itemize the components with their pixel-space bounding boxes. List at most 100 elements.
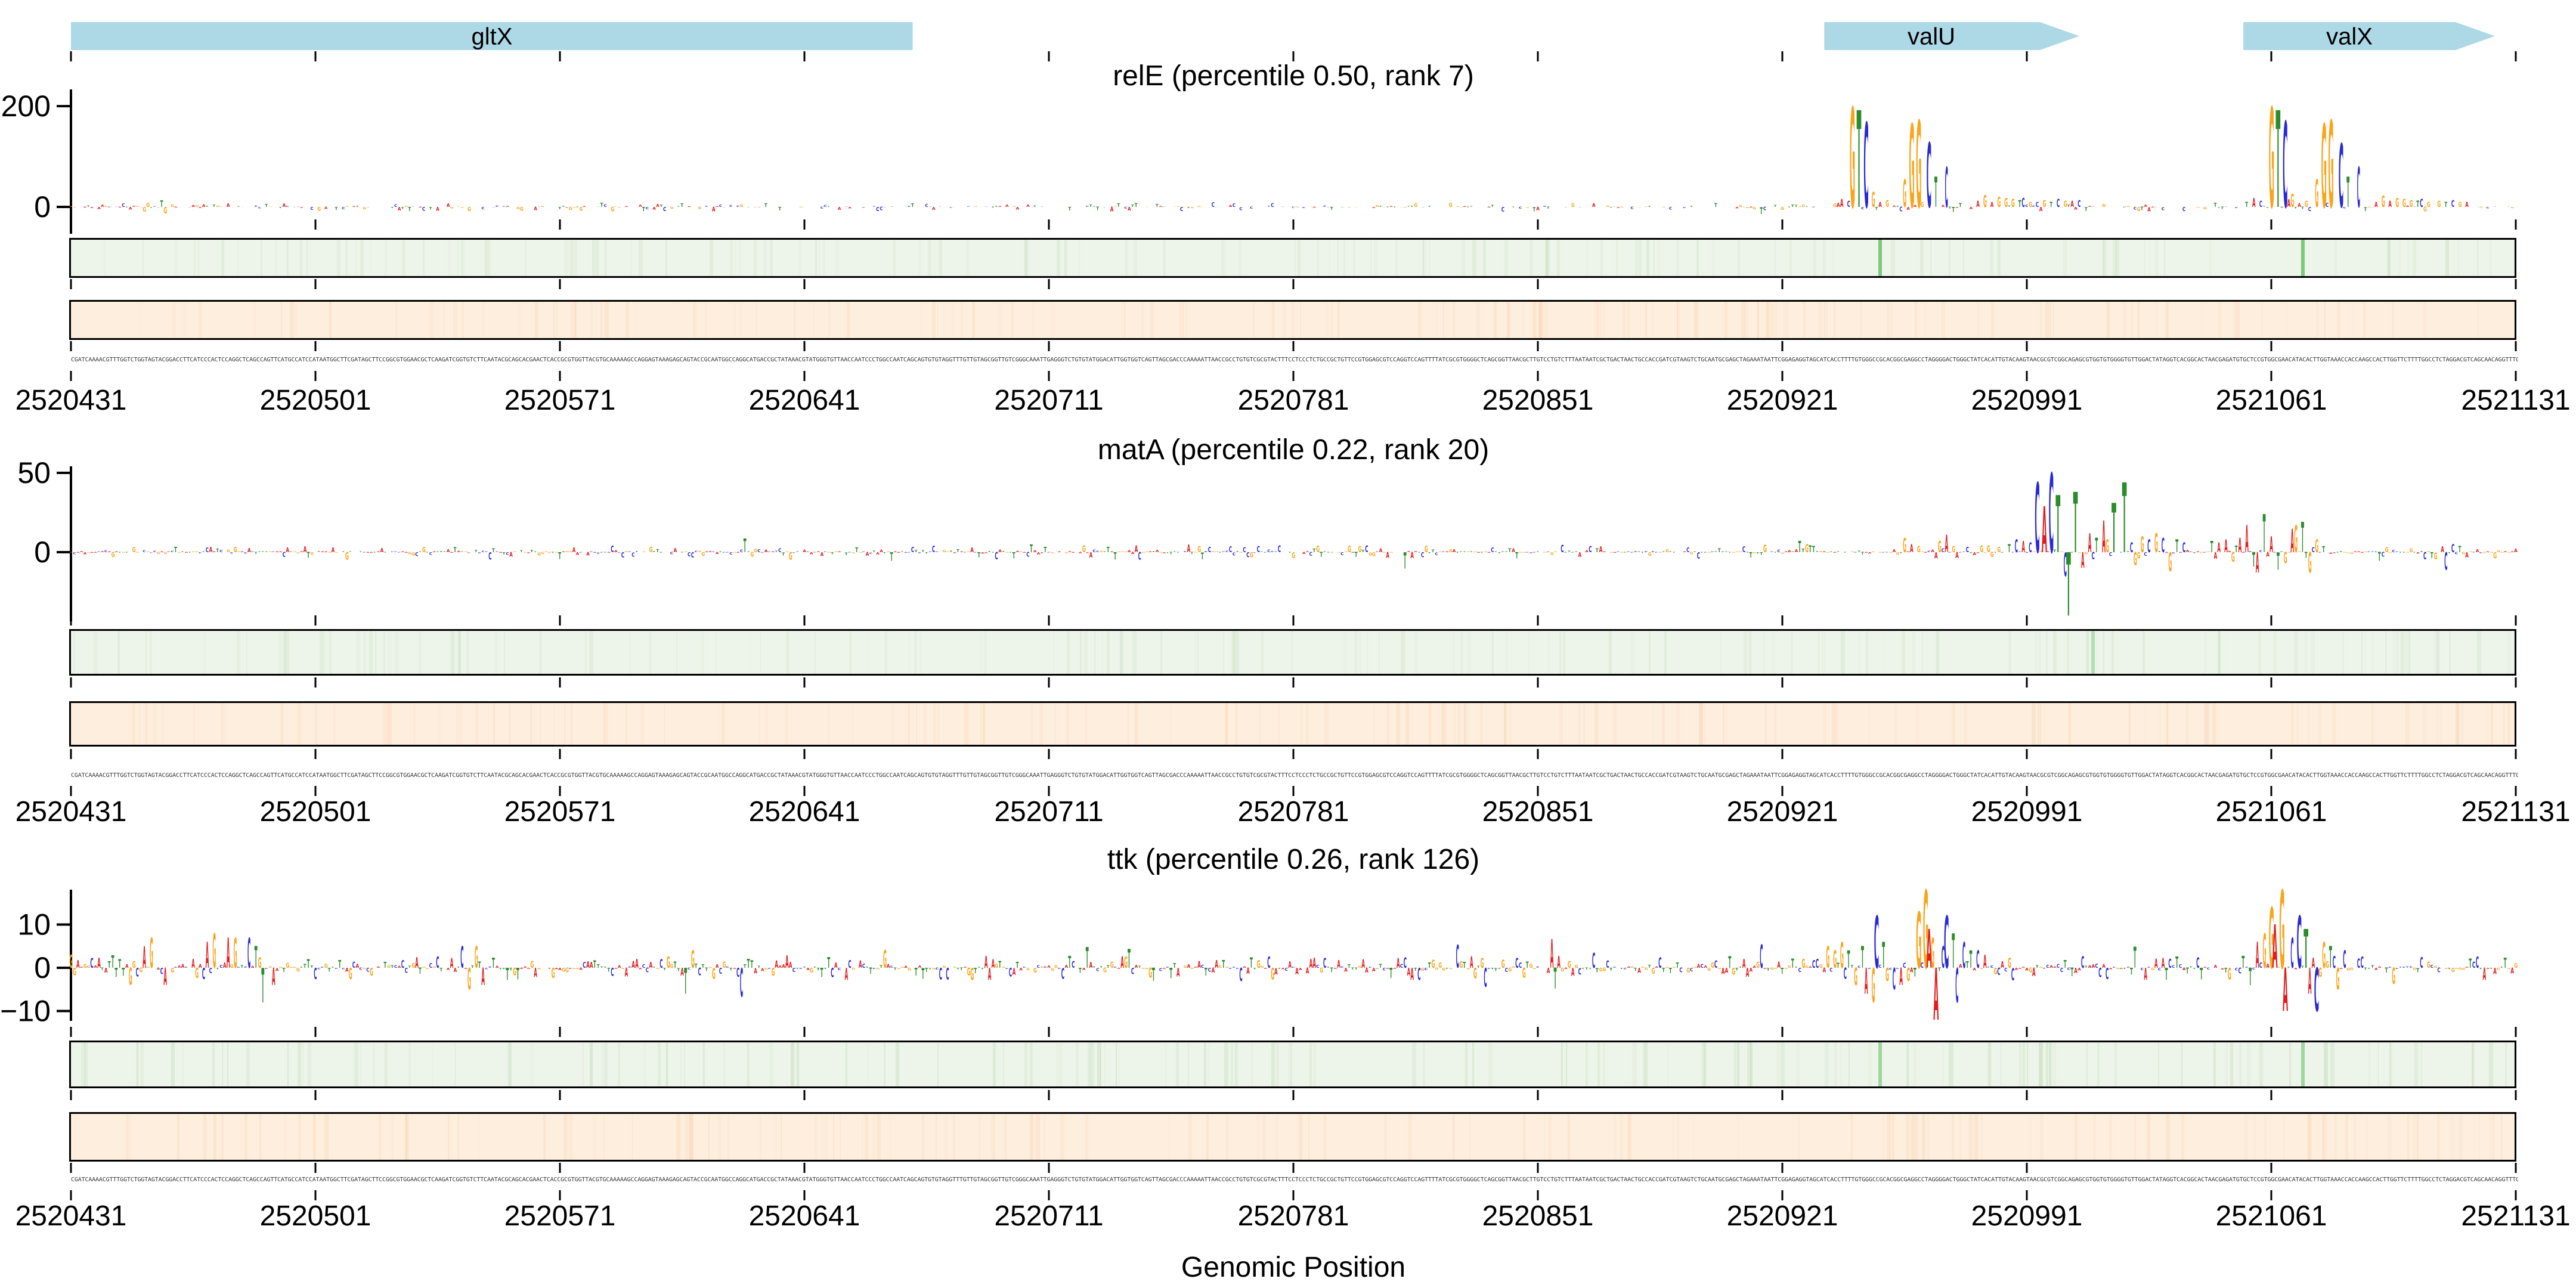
strip-striation — [666, 1042, 668, 1086]
logo-letter-A: A — [345, 967, 349, 973]
logo-letter-A: A — [1910, 543, 1914, 555]
logo-letter-T: T — [1330, 967, 1334, 974]
logo-letter-A: A — [163, 962, 167, 990]
logo-letter-T: T — [307, 958, 310, 971]
logo-letter-C: C — [908, 552, 911, 553]
axis-tick — [1781, 341, 1784, 351]
logo-letter-A: A — [527, 968, 531, 970]
strip-striation — [2457, 703, 2459, 745]
logo-letter-T: T — [1812, 544, 1815, 555]
logo-letter-T: T — [87, 206, 90, 208]
strip-striation — [1744, 631, 1747, 674]
logo-letter-C: C — [932, 544, 935, 555]
logo-letter-C: C — [768, 552, 771, 553]
logo-letter-A: A — [803, 549, 806, 553]
x-tick-label: 2520851 — [1482, 385, 1594, 416]
logo-letter-G: G — [227, 549, 230, 553]
logo-letter-C: C — [153, 206, 157, 208]
strip-striation — [819, 240, 820, 276]
logo-letter-A: A — [2476, 548, 2479, 553]
logo-letter-T: T — [2055, 479, 2060, 571]
logo-letter-C: C — [1417, 964, 1420, 984]
logo-letter-C: C — [1868, 968, 1871, 970]
strip-striation — [2408, 631, 2411, 674]
logo-letter-C: C — [244, 552, 247, 555]
logo-letter-T: T — [2301, 966, 2304, 968]
logo-letter-T: T — [949, 550, 952, 553]
logo-letter-A: A — [2081, 549, 2085, 574]
logo-letter-T: T — [1934, 168, 1937, 217]
strip-striation — [535, 302, 538, 338]
strip-striation — [1301, 703, 1302, 745]
strip-striation — [1532, 302, 1535, 338]
orange-annotation-strip-matA — [69, 701, 2516, 747]
axis-tick — [803, 1090, 806, 1100]
logo-letter-T: T — [255, 941, 258, 975]
logo-letter-A: A — [352, 206, 357, 208]
logo-letter-G: G — [1532, 968, 1537, 970]
logo-letter-A: A — [834, 962, 838, 970]
strip-striation — [1544, 302, 1548, 338]
green-annotation-strip-ttk — [69, 1041, 2516, 1088]
logo-letter-T: T — [534, 552, 537, 553]
x-tick-label: 2520921 — [1726, 796, 1838, 828]
logo-letter-C: C — [1630, 552, 1634, 553]
axis-tick — [2026, 1027, 2028, 1037]
logo-letter-C: C — [1742, 207, 1746, 208]
logo-letter-A: A — [1742, 956, 1746, 971]
logo-letter-C: C — [736, 205, 739, 208]
strip-striation — [1922, 631, 1924, 674]
logo-letter-C: C — [1096, 551, 1099, 553]
logo-letter-A: A — [1973, 967, 1977, 971]
strip-striation — [1464, 703, 1466, 745]
logo-letter-G: G — [2116, 968, 2120, 970]
strip-striation — [455, 1042, 456, 1086]
logo-letter-G: G — [363, 968, 367, 970]
logo-letter-G: G — [670, 963, 674, 969]
logo-letter-G: G — [541, 206, 545, 208]
strip-striation — [495, 631, 497, 674]
strip-striation — [1232, 1042, 1233, 1086]
logo-letter-C: C — [729, 205, 733, 208]
logo-letter-A: A — [1389, 206, 1393, 207]
logo-letter-A: A — [94, 965, 97, 969]
logo-letter-A: A — [275, 552, 279, 553]
logo-letter-C: C — [90, 956, 93, 971]
strip-striation — [485, 240, 487, 276]
x-tick-label: 2521131 — [2461, 385, 2571, 416]
strip-striation — [1741, 302, 1745, 338]
logo-letter-C: C — [467, 552, 470, 553]
strip-striation — [572, 302, 576, 338]
logo-letter-A: A — [1453, 548, 1456, 553]
strip-striation — [760, 1114, 762, 1160]
logo-letter-G: G — [876, 968, 880, 970]
logo-letter-A: A — [688, 206, 692, 207]
strip-striation — [1866, 631, 1868, 674]
logo-letter-G: G — [1215, 207, 1218, 208]
logo-letter-T: T — [1798, 539, 1801, 556]
logo-letter-C: C — [185, 967, 188, 968]
logo-letter-T: T — [2472, 552, 2476, 553]
strip-striation — [1326, 302, 1330, 338]
logo-letter-T: T — [1515, 550, 1518, 561]
logo-letter-G: G — [1358, 544, 1362, 554]
strip-striation — [1370, 240, 1371, 276]
logo-letter-T: T — [1620, 968, 1623, 970]
logo-letter-T: T — [2064, 959, 2067, 971]
logo-letter-C: C — [1742, 545, 1745, 555]
y-tick-label: −10 — [0, 995, 51, 1028]
logo-letter-T: T — [2217, 207, 2220, 208]
strip-striation — [150, 631, 152, 674]
strip-striation — [1777, 1042, 1780, 1086]
strip-striation — [360, 1042, 361, 1086]
logo-letter-C: C — [363, 552, 366, 553]
logo-letter-A: A — [586, 959, 590, 970]
strip-striation — [203, 631, 206, 674]
strip-striation — [2291, 703, 2295, 745]
logo-letter-C: C — [2018, 552, 2022, 553]
strip-striation — [1786, 302, 1788, 338]
logo-letter-A: A — [1187, 964, 1191, 969]
logo-letter-T: T — [1767, 967, 1770, 972]
strip-striation — [1343, 631, 1347, 674]
logo-letter-A: A — [454, 967, 457, 974]
